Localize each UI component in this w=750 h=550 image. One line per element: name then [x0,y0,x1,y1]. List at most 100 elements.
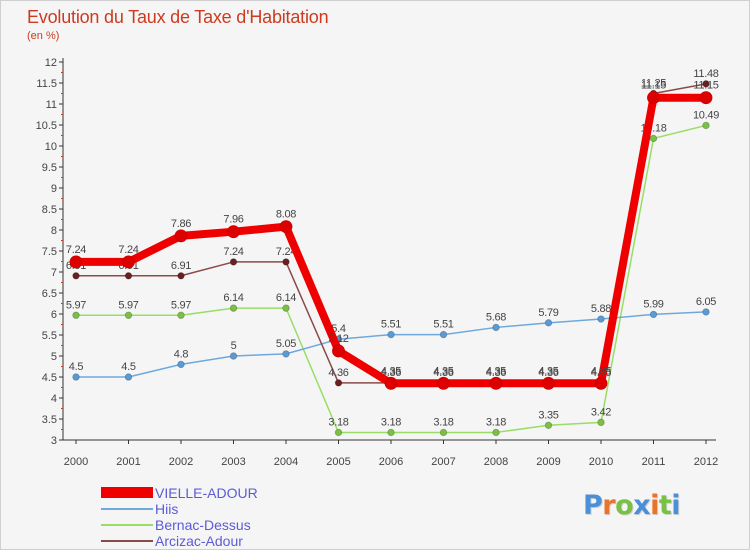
legend-label-arcizac-adour: Arcizac-Adour [155,533,243,549]
data-point-vielle-adour [122,255,135,269]
data-label-hiis: 5.99 [643,298,663,310]
data-point-bernac-dessus [649,134,658,143]
x-tick-label: 2008 [484,456,508,468]
data-label-bernac-dessus: 3.18 [328,416,348,428]
data-point-vielle-adour [437,376,450,390]
data-point-bernac-dessus [597,418,605,427]
logo-letter: i [671,490,681,521]
data-point-vielle-adour [594,376,608,390]
x-tick-label: 2009 [536,456,560,468]
legend-label-vielle-adour: VIELLE-ADOUR [155,485,258,501]
data-label-vielle-adour: 4.35 [486,365,506,377]
data-point-vielle-adour [647,91,660,105]
data-label-vielle-adour: 7.86 [171,218,191,230]
data-label-bernac-dessus: 5.97 [118,299,138,311]
data-label-hiis: 4.8 [174,348,189,360]
data-label-hiis: 4.5 [69,361,84,373]
y-tick-label: 6.5 [42,288,57,300]
y-tick-label: 7.5 [42,246,57,258]
data-label-arcizac-adour: 4.36 [433,367,453,379]
data-point-vielle-adour [489,376,503,390]
data-label-vielle-adour: 5.12 [328,333,348,345]
data-label-bernac-dessus: 10.49 [693,109,719,121]
data-label-arcizac-adour: 11.48 [693,68,718,80]
data-label-hiis: 5.4 [331,323,346,335]
data-point-arcizac-adour [72,272,80,280]
data-label-vielle-adour: 8.08 [276,209,296,221]
x-tick-label: 2004 [274,456,298,468]
data-point-vielle-adour [332,344,345,358]
y-tick-label: 4 [51,393,57,405]
data-label-vielle-adour: 4.35 [591,365,611,377]
x-tick-label: 2002 [169,456,193,468]
logo-letter: r [602,490,616,521]
data-point-bernac-dessus [334,428,343,437]
data-label-arcizac-adour: 4.36 [486,367,506,379]
data-point-bernac-dessus [492,428,500,437]
data-label-vielle-adour: 4.35 [433,365,453,377]
data-point-arcizac-adour [124,272,133,280]
data-point-bernac-dessus [124,311,133,319]
data-point-bernac-dessus [387,428,395,437]
y-tick-label: 9 [51,183,57,195]
data-label-arcizac-adour: 11.25 [641,78,666,90]
data-point-hiis [229,352,238,360]
data-point-hiis [387,330,395,339]
y-tick-label: 6 [51,309,57,321]
y-tick-label: 8.5 [42,204,57,216]
data-label-vielle-adour: 11.15 [693,80,718,92]
data-point-vielle-adour [542,376,555,390]
data-label-vielle-adour: 7.24 [66,244,86,256]
data-point-bernac-dessus [439,428,448,437]
data-label-hiis: 5.05 [276,338,296,350]
data-point-vielle-adour [69,255,83,269]
data-label-bernac-dessus: 3.18 [486,416,506,428]
logo-letter: t [658,490,672,521]
y-tick-label: 3 [51,435,57,447]
y-tick-label: 5.5 [42,330,57,342]
legend-swatch-hiis [101,508,153,510]
x-tick-label: 2003 [221,456,245,468]
data-point-hiis [177,360,185,369]
y-tick-label: 7 [51,267,57,279]
data-label-vielle-adour: 7.96 [223,214,243,226]
data-point-vielle-adour [279,220,293,234]
x-tick-label: 2011 [642,456,666,468]
data-label-hiis: 5.51 [433,319,453,331]
x-tick-label: 2005 [326,456,350,468]
data-point-bernac-dessus [282,304,290,312]
data-point-hiis [124,373,133,381]
data-point-vielle-adour [699,91,713,105]
data-point-vielle-adour [384,376,398,390]
data-label-hiis: 5.51 [381,319,401,331]
y-tick-label: 11.5 [36,78,57,90]
data-label-vielle-adour: 7.24 [118,244,138,256]
data-point-hiis [492,323,500,332]
chart-subtitle: (en %) [27,30,60,42]
data-label-vielle-adour: 4.35 [381,365,401,377]
data-label-hiis: 4.5 [121,361,136,373]
x-tick-label: 2010 [589,456,613,468]
data-point-hiis [702,308,710,316]
legend-label-hiis: Hiis [155,501,179,517]
data-point-vielle-adour [227,225,240,239]
data-point-vielle-adour [174,229,188,243]
x-tick-label: 2001 [116,456,140,468]
logo-letter: i [650,490,659,521]
legend-label-bernac-dessus: Bernac-Dessus [155,517,251,533]
y-tick-label: 9.5 [42,162,57,174]
data-label-bernac-dessus: 3.35 [538,409,558,421]
y-tick-label: 8 [51,225,57,237]
y-tick-label: 5 [51,351,57,363]
data-point-hiis [72,373,80,381]
data-label-arcizac-adour: 7.24 [276,246,296,258]
data-point-hiis [544,319,553,327]
data-point-bernac-dessus [229,304,238,312]
logo-letter: o [615,490,634,521]
x-tick-label: 2006 [379,456,403,468]
x-tick-label: 2007 [431,456,455,468]
data-point-bernac-dessus [702,121,710,130]
y-tick-label: 10 [45,141,57,153]
